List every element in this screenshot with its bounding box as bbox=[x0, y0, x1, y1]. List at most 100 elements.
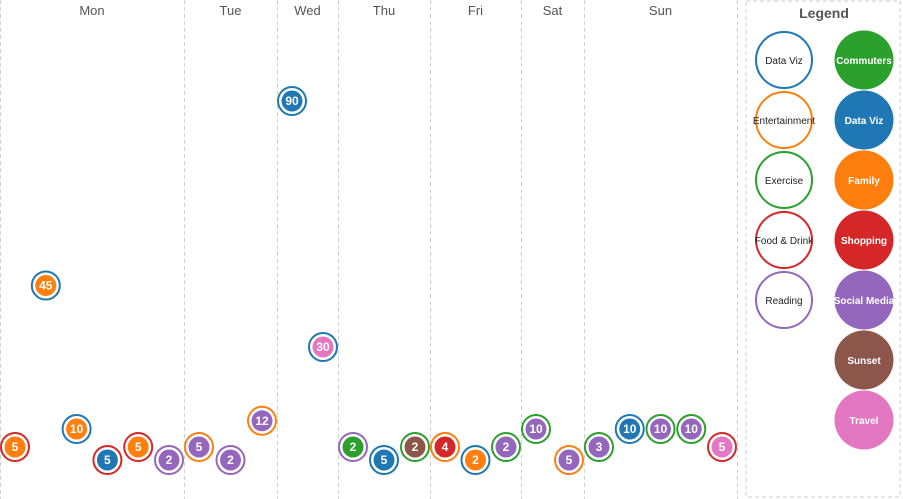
point-fill bbox=[96, 449, 118, 471]
data-point: 4 bbox=[430, 432, 460, 462]
point-value-label: 5 bbox=[196, 440, 203, 454]
point-value-label: 10 bbox=[529, 422, 543, 436]
data-point: 5 bbox=[92, 445, 123, 475]
legend-fill-label: Shopping bbox=[841, 236, 887, 247]
data-point: 5 bbox=[184, 432, 214, 462]
point-value-label: 5 bbox=[104, 453, 111, 467]
point-fill bbox=[127, 436, 149, 458]
point-value-label: 45 bbox=[39, 279, 53, 293]
data-point: 10 bbox=[645, 414, 676, 444]
point-fill bbox=[434, 436, 456, 458]
point-value-label: 2 bbox=[227, 453, 234, 467]
point-value-label: 2 bbox=[472, 453, 479, 467]
point-value-label: 10 bbox=[70, 422, 84, 436]
point-fill bbox=[158, 449, 180, 471]
data-point: 5 bbox=[123, 432, 154, 462]
legend-fill-label: Travel bbox=[850, 416, 879, 427]
data-point: 5 bbox=[554, 445, 584, 475]
day-label-tue: Tue bbox=[220, 3, 242, 18]
legend-fill-label: Data Viz bbox=[845, 116, 884, 127]
data-point: 2 bbox=[460, 445, 491, 475]
legend-ring-entertainment bbox=[755, 91, 813, 149]
point-value-label: 2 bbox=[166, 453, 173, 467]
point-value-label: 5 bbox=[135, 440, 142, 454]
point-value-label: 30 bbox=[316, 340, 330, 354]
data-point: 2 bbox=[338, 432, 368, 462]
data-point: 30 bbox=[308, 332, 338, 362]
day-label-mon: Mon bbox=[79, 3, 104, 18]
data-point: 90 bbox=[277, 86, 307, 116]
legend-fill-label: Family bbox=[848, 176, 880, 187]
legend-fill-label: Commuters bbox=[836, 56, 892, 67]
data-point: 10 bbox=[614, 414, 645, 444]
legend-fill-label: Sunset bbox=[847, 356, 881, 367]
point-value-label: 5 bbox=[12, 440, 19, 454]
point-value-label: 2 bbox=[350, 440, 357, 454]
data-point: 5 bbox=[0, 432, 30, 462]
day-gridlines bbox=[0, 0, 738, 499]
point-fill bbox=[35, 275, 57, 296]
point-fill bbox=[373, 449, 395, 471]
data-marks: 5 45 10 5 5 2 5 2 12 90 30 2 5 2 4 2 2 10 5 3 10 10 10 5 bbox=[0, 86, 737, 475]
point-fill bbox=[66, 418, 88, 440]
point-fill bbox=[465, 449, 486, 471]
legend-fill-sunset bbox=[834, 330, 894, 390]
point-value-label: 2 bbox=[412, 440, 419, 454]
point-fill bbox=[525, 418, 547, 440]
point-value-label: 2 bbox=[503, 440, 510, 454]
legend-fill-social-media bbox=[834, 270, 894, 330]
legend-fill-commuters bbox=[834, 30, 894, 90]
day-label-sat: Sat bbox=[543, 3, 563, 18]
legend-ring-data-viz bbox=[755, 31, 813, 89]
point-fill bbox=[4, 436, 26, 458]
point-fill bbox=[558, 449, 580, 471]
point-fill bbox=[251, 410, 273, 432]
point-fill bbox=[342, 436, 364, 458]
data-point: 12 bbox=[247, 405, 277, 436]
legend-border bbox=[745, 0, 901, 498]
legend-ring-reading bbox=[755, 271, 813, 329]
legend-fill-family bbox=[834, 150, 894, 210]
data-point: 10 bbox=[61, 414, 92, 444]
point-fill bbox=[619, 418, 641, 440]
day-labels: Mon Tue Wed Thu Fri Sat Sun bbox=[79, 3, 672, 18]
point-value-label: 10 bbox=[654, 422, 668, 436]
point-fill bbox=[650, 418, 671, 440]
data-point: 2 bbox=[154, 445, 184, 475]
day-label-fri: Fri bbox=[468, 3, 483, 18]
point-fill bbox=[220, 449, 241, 471]
data-point: 45 bbox=[30, 270, 61, 301]
data-point: 10 bbox=[521, 414, 551, 444]
point-fill bbox=[588, 436, 610, 458]
legend-ring-exercise bbox=[755, 151, 813, 209]
data-point: 5 bbox=[707, 432, 737, 462]
day-label-wed: Wed bbox=[294, 3, 321, 18]
legend-fill-travel bbox=[834, 390, 894, 450]
legend-ring-label: Data Viz bbox=[765, 56, 803, 67]
point-value-label: 10 bbox=[623, 422, 637, 436]
data-point: 3 bbox=[584, 432, 614, 462]
legend: Legend Data Viz Entertainment Exercise Food… bbox=[745, 0, 901, 498]
legend-ring-label: Entertainment bbox=[753, 116, 815, 127]
point-value-label: 5 bbox=[566, 453, 573, 467]
legend-ring-label: Food & Drink bbox=[755, 236, 814, 247]
point-fill bbox=[404, 436, 426, 458]
legend-ring-label: Exercise bbox=[765, 176, 804, 187]
point-value-label: 3 bbox=[596, 440, 603, 454]
point-value-label: 5 bbox=[719, 440, 726, 454]
point-fill bbox=[312, 336, 334, 358]
data-point: 2 bbox=[400, 432, 430, 462]
point-fill bbox=[680, 418, 702, 440]
day-label-thu: Thu bbox=[373, 3, 395, 18]
point-value-label: 90 bbox=[285, 94, 299, 108]
point-fill bbox=[495, 436, 517, 458]
point-value-label: 4 bbox=[442, 440, 449, 454]
data-point: 10 bbox=[676, 414, 707, 444]
legend-fill-shopping bbox=[834, 210, 894, 270]
legend-title: Legend bbox=[799, 5, 849, 21]
legend-fill-label: Social Media bbox=[834, 296, 895, 307]
point-value-label: 10 bbox=[685, 422, 699, 436]
legend-fill-data-viz bbox=[834, 90, 894, 150]
data-point: 2 bbox=[215, 445, 246, 475]
